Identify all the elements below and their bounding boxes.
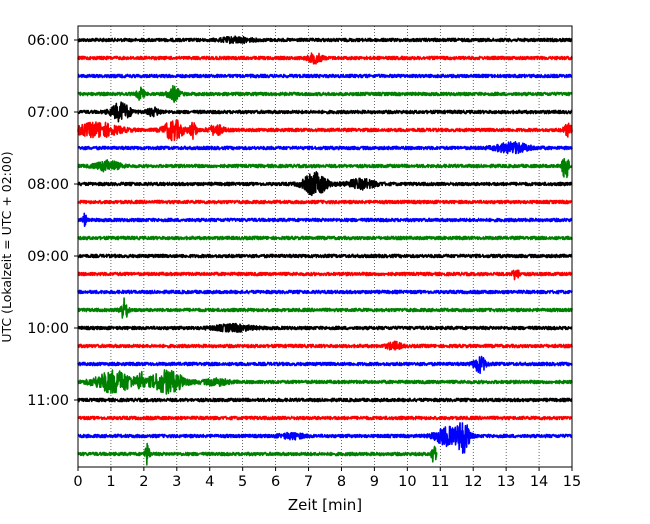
x-tick-label: 15 [563,474,581,490]
y-tick-label: 11:00 [27,393,69,409]
traces [77,35,573,466]
plot-frame [77,25,573,468]
x-tick-label: 11 [431,474,449,490]
y-axis-label: UTC (Lokalzeit = UTC + 02:00) [0,151,14,342]
trace-1015 [77,340,573,351]
trace-0845 [77,235,573,241]
x-axis-label: Zeit [min] [288,496,362,514]
y-tick-label: 06:00 [27,33,69,49]
x-tick-label: 4 [205,474,214,490]
trace-0645 [77,84,573,103]
trace-1130 [77,422,573,454]
trace-1100 [77,397,573,403]
x-tick-label: 14 [530,474,548,490]
y-tick-label: 10:00 [27,321,69,337]
x-tick-label: 9 [370,474,379,490]
x-tick-label: 5 [238,474,247,490]
trace-0630 [77,73,573,79]
trace-0830 [77,212,573,228]
x-tick-label: 2 [139,474,148,490]
trace-1045 [77,369,573,395]
trace-0930 [77,289,573,295]
trace-0815 [77,199,573,205]
trace-0715 [77,119,573,142]
trace-0600 [77,35,573,45]
trace-0945 [77,297,573,319]
trace-1145 [77,442,438,466]
x-tick-label: 13 [497,474,515,490]
y-axis-ticks: 06:00 07:00 08:00 09:00 10:00 11:00 [27,33,78,409]
x-tick-label: 10 [398,474,416,490]
y-tick-label: 08:00 [27,177,69,193]
y-tick-label: 07:00 [27,105,69,121]
trace-1030 [77,355,573,375]
x-tick-label: 0 [73,474,82,490]
trace-0745 [77,157,573,179]
y-tick-label: 09:00 [27,249,69,265]
trace-0915 [77,269,573,281]
x-tick-label: 7 [304,474,313,490]
x-axis-ticks: 0 1 2 3 4 5 6 7 8 9 10 11 12 13 14 15 [73,467,581,490]
x-tick-label: 8 [337,474,346,490]
x-tick-label: 1 [106,474,115,490]
trace-0700 [77,101,573,123]
x-tick-label: 6 [271,474,280,490]
trace-0730 [77,140,573,155]
x-tick-label: 3 [172,474,181,490]
trace-1000 [77,322,573,333]
trace-0900 [77,253,573,259]
x-tick-label: 12 [464,474,482,490]
trace-1115 [77,415,573,421]
trace-0615 [77,52,573,65]
trace-0800 [77,171,573,197]
